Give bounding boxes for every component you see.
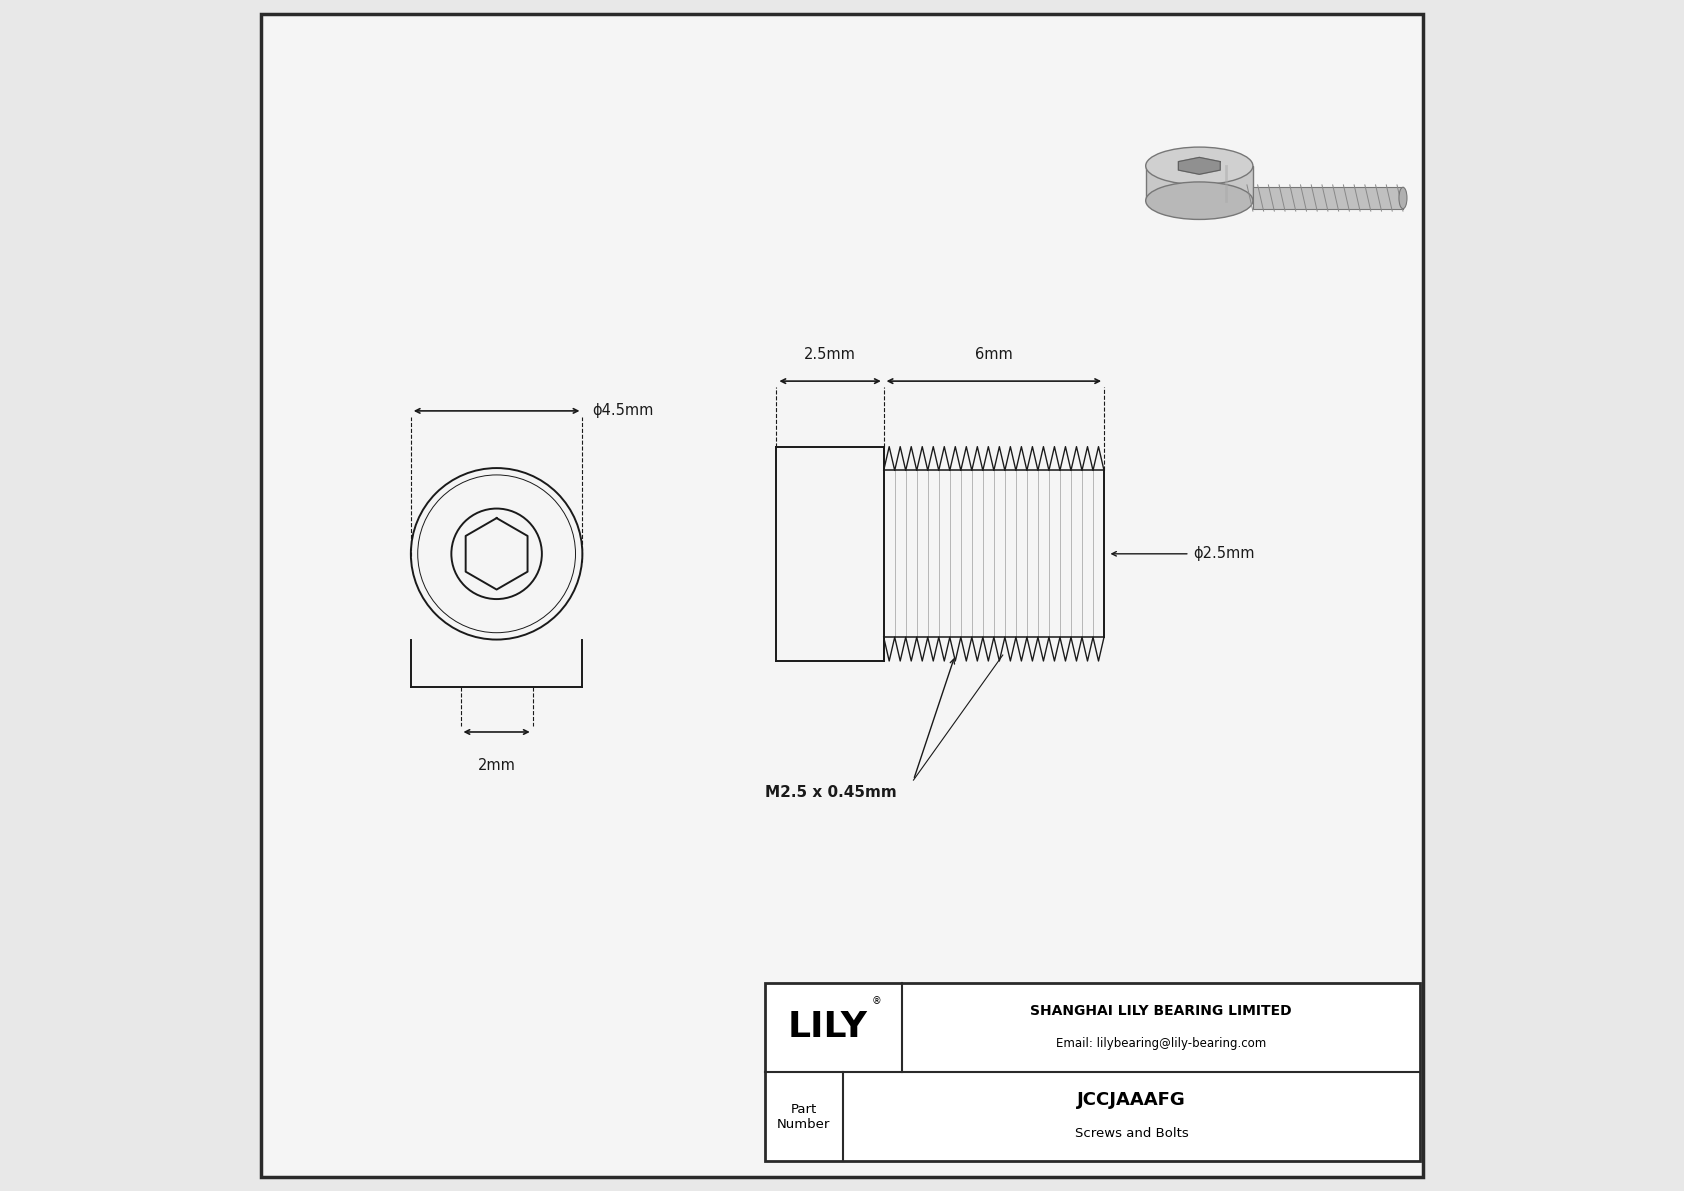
Text: JCCJAAAFG: JCCJAAAFG	[1078, 1091, 1186, 1109]
FancyBboxPatch shape	[1253, 187, 1403, 208]
Text: 2mm: 2mm	[478, 759, 515, 773]
Text: 2.5mm: 2.5mm	[805, 347, 855, 362]
Text: ϕ4.5mm: ϕ4.5mm	[591, 404, 653, 418]
Text: 6mm: 6mm	[975, 347, 1012, 362]
Ellipse shape	[1145, 146, 1253, 185]
Ellipse shape	[1145, 182, 1253, 219]
FancyBboxPatch shape	[1145, 166, 1253, 200]
Text: Part
Number: Part Number	[778, 1103, 830, 1130]
Bar	[765, 983, 1420, 1161]
Text: SHANGHAI LILY BEARING LIMITED: SHANGHAI LILY BEARING LIMITED	[1031, 1004, 1292, 1017]
Text: ϕ2.5mm: ϕ2.5mm	[1194, 547, 1255, 561]
Polygon shape	[1179, 157, 1221, 174]
Text: M2.5 x 0.45mm: M2.5 x 0.45mm	[765, 785, 896, 799]
Ellipse shape	[1399, 187, 1406, 208]
Text: ®: ®	[872, 996, 881, 1005]
Text: Screws and Bolts: Screws and Bolts	[1074, 1127, 1189, 1140]
Text: LILY: LILY	[788, 1010, 867, 1045]
Text: Email: lilybearing@lily-bearing.com: Email: lilybearing@lily-bearing.com	[1056, 1037, 1266, 1050]
